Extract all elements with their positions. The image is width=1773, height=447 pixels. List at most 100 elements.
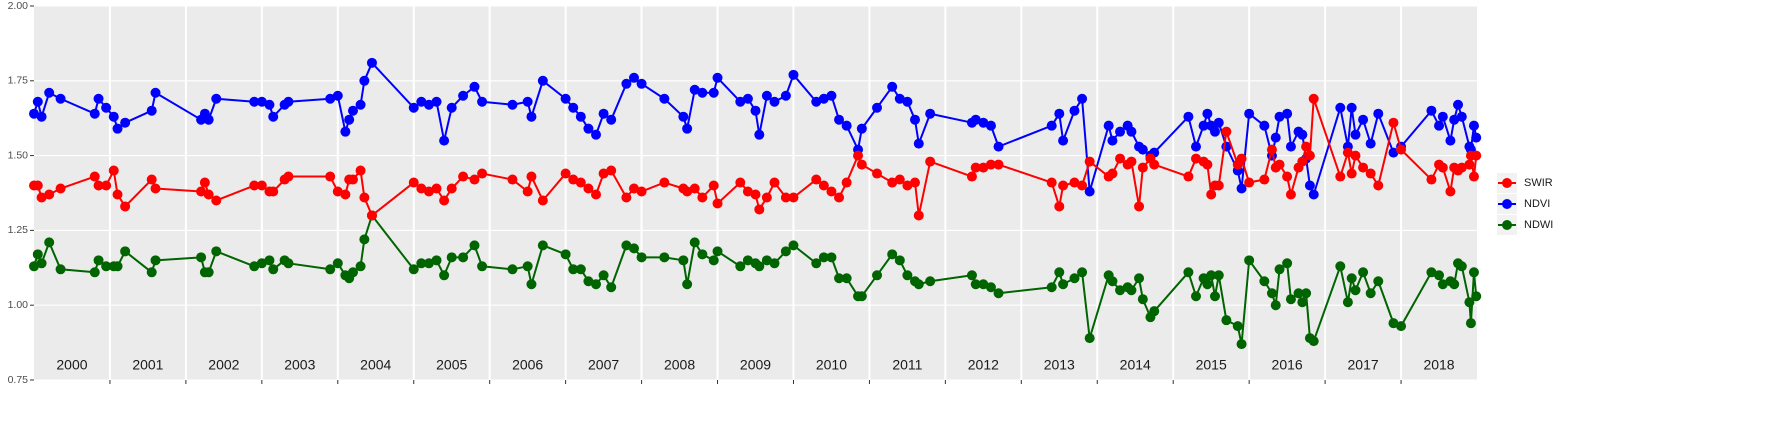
data-point <box>32 249 43 260</box>
data-point <box>1209 126 1220 137</box>
data-point <box>150 255 161 266</box>
data-point <box>1107 135 1118 146</box>
data-point <box>1213 117 1224 128</box>
data-point <box>146 174 157 185</box>
axes: 0.75 1.00 1.25 1.50 1.75 2.00 2000 2001 2002 2003… <box>8 0 1455 386</box>
data-point <box>1365 138 1376 149</box>
data-point <box>708 180 719 191</box>
data-point <box>1308 189 1319 200</box>
data-point <box>101 180 112 191</box>
year-label: 2016 <box>1272 357 1303 373</box>
data-point <box>621 78 632 89</box>
data-point <box>1190 291 1201 302</box>
data-point <box>735 177 746 188</box>
data-point <box>1058 135 1069 146</box>
data-point <box>325 171 336 182</box>
data-point <box>1137 294 1148 305</box>
legend-label: SWIR <box>1524 177 1553 189</box>
data-point <box>966 270 977 281</box>
data-point <box>211 93 222 104</box>
data-point <box>1069 273 1080 284</box>
data-point <box>1297 156 1308 167</box>
data-point <box>925 156 936 167</box>
data-point <box>537 240 548 251</box>
data-point <box>1274 111 1285 122</box>
data-point <box>1213 180 1224 191</box>
data-point <box>606 282 617 293</box>
data-point <box>1304 180 1315 191</box>
y-tick-label: 1.25 <box>8 224 29 236</box>
data-point <box>621 240 632 251</box>
data-point <box>1346 102 1357 113</box>
data-point <box>268 111 279 122</box>
data-point <box>1107 276 1118 287</box>
data-point <box>826 252 837 263</box>
data-point <box>560 249 571 260</box>
data-point <box>268 264 279 275</box>
data-point <box>1126 156 1137 167</box>
data-point <box>591 129 602 140</box>
plot-marks <box>29 57 1482 350</box>
data-point <box>120 201 131 212</box>
data-point <box>325 264 336 275</box>
data-point <box>44 237 55 248</box>
data-point <box>507 99 518 110</box>
data-point <box>507 174 518 185</box>
data-point <box>606 114 617 125</box>
data-point <box>856 291 867 302</box>
data-point <box>203 189 214 200</box>
data-point <box>887 249 898 260</box>
data-point <box>1282 108 1293 119</box>
data-point <box>735 261 746 272</box>
data-point <box>1285 294 1296 305</box>
data-point <box>887 177 898 188</box>
data-point <box>1202 279 1213 290</box>
data-point <box>1308 93 1319 104</box>
data-point <box>469 240 480 251</box>
data-point <box>196 252 207 263</box>
data-point <box>347 174 358 185</box>
data-point <box>689 237 700 248</box>
year-label: 2012 <box>968 357 999 373</box>
data-point <box>575 111 586 122</box>
data-point <box>1115 285 1126 296</box>
data-point <box>1285 189 1296 200</box>
data-point <box>1054 108 1065 119</box>
data-point <box>978 162 989 173</box>
data-point <box>1198 120 1209 131</box>
data-point <box>36 111 47 122</box>
data-point <box>283 96 294 107</box>
data-point <box>712 246 723 257</box>
year-label: 2018 <box>1423 357 1454 373</box>
data-point <box>93 255 104 266</box>
data-point <box>742 186 753 197</box>
data-point <box>1465 318 1476 329</box>
data-point <box>366 210 377 221</box>
legend-label: NDWI <box>1524 219 1553 231</box>
data-point <box>1346 168 1357 179</box>
y-tick-label: 2.00 <box>8 0 29 12</box>
data-point <box>1449 279 1460 290</box>
data-point <box>1058 180 1069 191</box>
data-point <box>708 87 719 98</box>
data-point <box>1202 159 1213 170</box>
data-point <box>1236 153 1247 164</box>
data-point <box>902 270 913 281</box>
data-point <box>811 174 822 185</box>
data-point <box>575 264 586 275</box>
data-point <box>978 117 989 128</box>
data-point <box>1046 120 1057 131</box>
y-tick-label: 1.00 <box>8 299 29 311</box>
data-point <box>1358 114 1369 125</box>
data-point <box>1103 120 1114 131</box>
data-point <box>112 123 123 134</box>
data-point <box>1221 126 1232 137</box>
y-tick-label: 0.75 <box>8 374 29 386</box>
data-point <box>682 186 693 197</box>
data-point <box>598 270 609 281</box>
data-point <box>1437 279 1448 290</box>
data-point <box>93 93 104 104</box>
data-point <box>1069 105 1080 116</box>
data-point <box>818 252 829 263</box>
data-point <box>1350 129 1361 140</box>
